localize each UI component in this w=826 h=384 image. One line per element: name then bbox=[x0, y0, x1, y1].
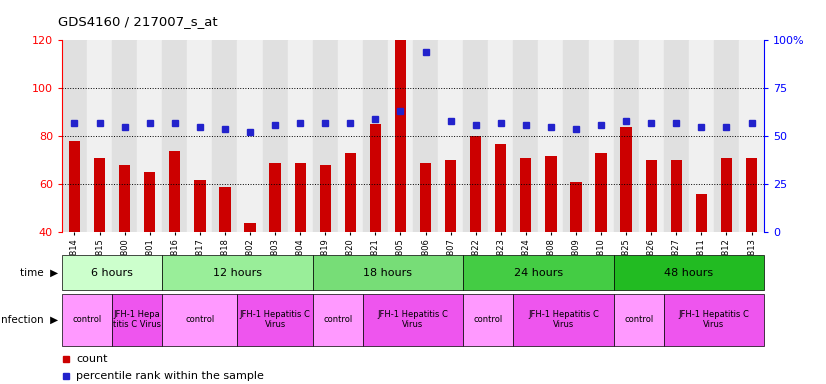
Text: control: control bbox=[473, 315, 503, 324]
Bar bbox=[87, 40, 112, 232]
Bar bbox=[62, 255, 162, 290]
Bar bbox=[520, 158, 531, 232]
Bar bbox=[614, 294, 664, 346]
Bar bbox=[746, 158, 757, 232]
Bar bbox=[363, 294, 463, 346]
Text: 24 hours: 24 hours bbox=[514, 268, 563, 278]
Bar bbox=[545, 156, 557, 232]
Bar bbox=[714, 40, 739, 232]
Bar bbox=[313, 255, 463, 290]
Bar bbox=[470, 136, 482, 232]
Bar bbox=[539, 40, 563, 232]
Bar bbox=[62, 40, 87, 232]
Bar bbox=[664, 294, 764, 346]
Text: 18 hours: 18 hours bbox=[363, 268, 412, 278]
Bar bbox=[219, 187, 230, 232]
Text: GDS4160 / 217007_s_at: GDS4160 / 217007_s_at bbox=[58, 15, 217, 28]
Bar bbox=[263, 40, 287, 232]
Bar bbox=[313, 40, 338, 232]
Bar bbox=[69, 141, 80, 232]
Text: 12 hours: 12 hours bbox=[213, 268, 262, 278]
Bar bbox=[112, 294, 162, 346]
Bar bbox=[721, 158, 732, 232]
Bar bbox=[395, 40, 406, 232]
Bar bbox=[695, 194, 707, 232]
Bar bbox=[344, 153, 356, 232]
Text: JFH-1 Hepatitis C
Virus: JFH-1 Hepatitis C Virus bbox=[678, 310, 749, 329]
Text: JFH-1 Hepatitis C
Virus: JFH-1 Hepatitis C Virus bbox=[240, 310, 311, 329]
Bar bbox=[463, 40, 488, 232]
Text: control: control bbox=[185, 315, 215, 324]
Bar bbox=[463, 255, 614, 290]
Bar bbox=[94, 158, 105, 232]
Bar bbox=[137, 40, 162, 232]
Text: JFH-1 Hepa
titis C Virus: JFH-1 Hepa titis C Virus bbox=[113, 310, 161, 329]
Bar bbox=[739, 40, 764, 232]
Bar bbox=[614, 40, 638, 232]
Bar bbox=[320, 165, 331, 232]
Bar bbox=[620, 127, 632, 232]
Bar bbox=[689, 40, 714, 232]
Bar bbox=[162, 255, 313, 290]
Bar bbox=[295, 163, 306, 232]
Bar bbox=[363, 40, 388, 232]
Bar bbox=[212, 40, 238, 232]
Bar bbox=[488, 40, 513, 232]
Bar bbox=[614, 255, 764, 290]
Bar bbox=[144, 172, 155, 232]
Bar bbox=[646, 161, 657, 232]
Bar bbox=[194, 180, 206, 232]
Bar bbox=[269, 163, 281, 232]
Text: control: control bbox=[624, 315, 653, 324]
Bar bbox=[413, 40, 438, 232]
Text: 6 hours: 6 hours bbox=[91, 268, 133, 278]
Text: JFH-1 Hepatitis C
Virus: JFH-1 Hepatitis C Virus bbox=[528, 310, 599, 329]
Text: control: control bbox=[323, 315, 353, 324]
Bar bbox=[495, 144, 506, 232]
Bar bbox=[62, 294, 112, 346]
Text: JFH-1 Hepatitis C
Virus: JFH-1 Hepatitis C Virus bbox=[377, 310, 449, 329]
Bar bbox=[169, 151, 180, 232]
Text: time  ▶: time ▶ bbox=[20, 268, 58, 278]
Text: 48 hours: 48 hours bbox=[664, 268, 714, 278]
Bar bbox=[388, 40, 413, 232]
Text: control: control bbox=[73, 315, 102, 324]
Bar bbox=[287, 40, 313, 232]
Bar bbox=[513, 294, 614, 346]
Bar bbox=[162, 294, 238, 346]
Bar bbox=[188, 40, 212, 232]
Bar bbox=[238, 294, 313, 346]
Bar bbox=[338, 40, 363, 232]
Bar bbox=[370, 124, 381, 232]
Bar bbox=[563, 40, 588, 232]
Text: count: count bbox=[76, 354, 108, 364]
Bar bbox=[513, 40, 539, 232]
Bar bbox=[463, 294, 513, 346]
Bar bbox=[313, 294, 363, 346]
Bar bbox=[588, 40, 614, 232]
Bar bbox=[671, 161, 682, 232]
Bar bbox=[596, 153, 607, 232]
Bar bbox=[238, 40, 263, 232]
Bar bbox=[664, 40, 689, 232]
Text: percentile rank within the sample: percentile rank within the sample bbox=[76, 371, 264, 381]
Bar bbox=[638, 40, 664, 232]
Bar bbox=[112, 40, 137, 232]
Bar bbox=[570, 182, 582, 232]
Bar bbox=[438, 40, 463, 232]
Bar bbox=[162, 40, 188, 232]
Bar bbox=[420, 163, 431, 232]
Text: infection  ▶: infection ▶ bbox=[0, 314, 58, 325]
Bar bbox=[445, 161, 456, 232]
Bar bbox=[119, 165, 131, 232]
Bar bbox=[244, 223, 256, 232]
